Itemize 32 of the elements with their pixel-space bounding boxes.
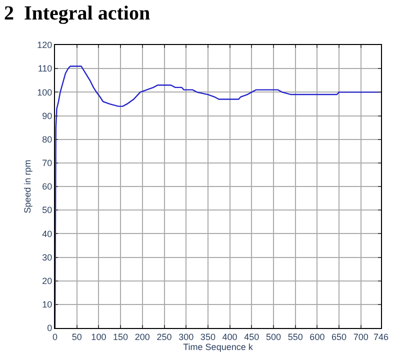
x-axis-title: Time Sequence k bbox=[183, 342, 254, 352]
x-tick-label: 250 bbox=[156, 332, 172, 342]
x-tick-label: 700 bbox=[353, 332, 368, 342]
chart-title: 2 Integral action bbox=[4, 2, 150, 24]
y-tick-label: 10 bbox=[42, 300, 52, 310]
x-tick-label: 500 bbox=[266, 332, 282, 342]
x-tick-label: 600 bbox=[310, 332, 325, 342]
y-tick-label: 80 bbox=[42, 134, 52, 144]
y-tick-label: 110 bbox=[38, 64, 52, 74]
y-tick-label: 70 bbox=[42, 158, 52, 168]
line-series bbox=[55, 66, 381, 328]
y-tick-label: 40 bbox=[42, 228, 52, 239]
x-tick-label: 300 bbox=[178, 332, 194, 342]
x-tick-label: 200 bbox=[134, 332, 150, 342]
x-tick-label: 650 bbox=[332, 332, 347, 342]
x-tick-label: 400 bbox=[222, 332, 238, 342]
x-tick-label: 550 bbox=[288, 332, 303, 342]
y-tick-label: 90 bbox=[42, 110, 52, 121]
y-tick-label: 50 bbox=[42, 205, 52, 216]
x-tick-label: 50 bbox=[72, 332, 82, 342]
x-tick-label: 450 bbox=[244, 332, 260, 342]
x-tick-label: 100 bbox=[91, 332, 106, 342]
y-tick-label: 100 bbox=[37, 87, 52, 98]
x-tick-label: 150 bbox=[113, 332, 128, 342]
y-axis-title: Speed in rpm bbox=[22, 160, 33, 214]
y-tick-label: 120 bbox=[37, 40, 52, 50]
y-tick-label: 60 bbox=[42, 182, 52, 192]
y-tick-label: 30 bbox=[42, 252, 52, 262]
y-tick-label: 20 bbox=[42, 276, 52, 286]
x-tick-label: 746 bbox=[373, 332, 389, 342]
x-tick-label: 350 bbox=[200, 332, 216, 342]
y-tick-label: 0 bbox=[47, 323, 52, 334]
